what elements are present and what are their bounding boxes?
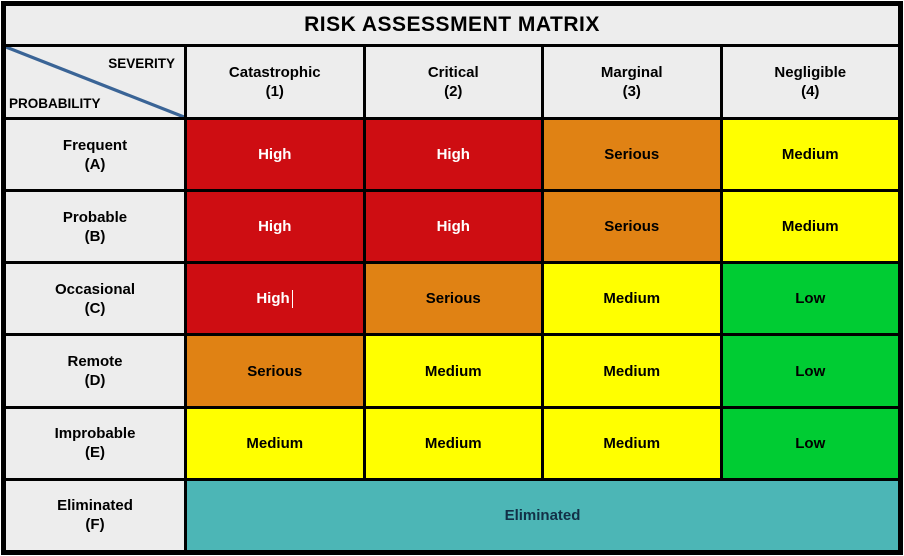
row-header-frequent: Frequent (A) <box>6 120 184 190</box>
col-header-negligible: Negligible (4) <box>722 47 898 117</box>
cell-d2: Medium <box>365 336 541 406</box>
cell-e1: Medium <box>187 408 363 478</box>
col-header-catastrophic: Catastrophic (1) <box>187 47 363 117</box>
cell-c4: Low <box>722 264 898 334</box>
cell-d4: Low <box>722 336 898 406</box>
cell-a1: High <box>187 120 363 190</box>
text-cursor <box>291 289 294 308</box>
row-header-improbable: Improbable (E) <box>6 408 184 478</box>
row-header-eliminated: Eliminated (F) <box>6 480 184 550</box>
corner-cell: SEVERITY PROBABILITY <box>6 47 184 117</box>
risk-matrix-table: RISK ASSESSMENT MATRIX SEVERITY PROBABIL… <box>6 6 898 550</box>
row-header-remote: Remote (D) <box>6 336 184 406</box>
cell-f-eliminated-band: Eliminated <box>187 480 898 550</box>
cell-c3: Medium <box>544 264 720 334</box>
cell-c2: Serious <box>365 264 541 334</box>
probability-axis-label: PROBABILITY <box>9 96 101 111</box>
row-header-occasional: Occasional (C) <box>6 264 184 334</box>
col-header-critical: Critical (2) <box>365 47 541 117</box>
cell-b2: High <box>365 192 541 262</box>
row-header-probable: Probable (B) <box>6 192 184 262</box>
cell-d3: Medium <box>544 336 720 406</box>
cell-a2: High <box>365 120 541 190</box>
cell-a3: Serious <box>544 120 720 190</box>
diagonal-divider-line <box>6 47 184 117</box>
col-header-marginal: Marginal (3) <box>544 47 720 117</box>
cell-e3: Medium <box>544 408 720 478</box>
cell-e4: Low <box>722 408 898 478</box>
cell-b3: Serious <box>544 192 720 262</box>
severity-axis-label: SEVERITY <box>108 56 175 71</box>
cell-b4: Medium <box>722 192 898 262</box>
cell-b1: High <box>187 192 363 262</box>
cell-e2: Medium <box>365 408 541 478</box>
cell-c1-editing[interactable]: High <box>187 264 363 334</box>
page-title: RISK ASSESSMENT MATRIX <box>6 6 898 44</box>
cell-a4: Medium <box>722 120 898 190</box>
cell-d1: Serious <box>187 336 363 406</box>
